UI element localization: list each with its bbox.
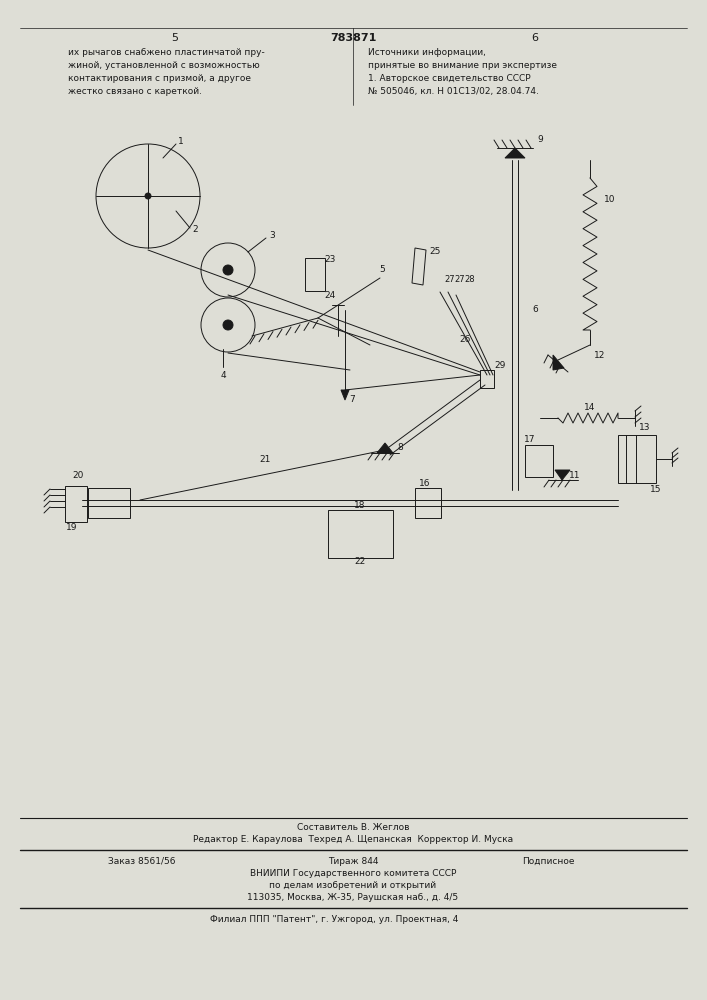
Text: 24: 24 bbox=[325, 292, 336, 300]
Text: 5: 5 bbox=[172, 33, 178, 43]
Text: 22: 22 bbox=[354, 558, 366, 566]
Bar bbox=[480, 370, 494, 388]
Text: Составитель В. Жеглов: Составитель В. Жеглов bbox=[297, 824, 409, 832]
Circle shape bbox=[145, 193, 151, 199]
Bar bbox=[415, 488, 441, 518]
Text: жестко связано с кареткой.: жестко связано с кареткой. bbox=[68, 87, 202, 96]
Bar bbox=[305, 258, 325, 291]
Text: 6: 6 bbox=[532, 306, 538, 314]
Polygon shape bbox=[555, 470, 570, 480]
Circle shape bbox=[223, 265, 233, 275]
Text: контактирования с призмой, а другое: контактирования с призмой, а другое bbox=[68, 74, 251, 83]
Text: принятые во внимание при экспертизе: принятые во внимание при экспертизе bbox=[368, 61, 557, 70]
Text: Подписное: Подписное bbox=[522, 856, 575, 865]
Polygon shape bbox=[553, 355, 564, 370]
Text: 17: 17 bbox=[525, 436, 536, 444]
Text: 14: 14 bbox=[584, 402, 596, 412]
Bar bbox=[525, 445, 553, 477]
Text: 21: 21 bbox=[259, 456, 271, 464]
Bar bbox=[88, 488, 130, 518]
Text: 29: 29 bbox=[494, 360, 506, 369]
Bar bbox=[618, 435, 656, 483]
Text: 28: 28 bbox=[464, 275, 475, 284]
Text: Тираж 844: Тираж 844 bbox=[328, 856, 378, 865]
Text: 16: 16 bbox=[419, 480, 431, 488]
Bar bbox=[65, 486, 87, 522]
Text: Источники информации,: Источники информации, bbox=[368, 48, 486, 57]
Text: 20: 20 bbox=[72, 472, 83, 481]
Text: 27: 27 bbox=[455, 275, 465, 284]
Text: 26: 26 bbox=[460, 336, 471, 344]
Text: 1: 1 bbox=[178, 136, 184, 145]
Text: жиной, установленной с возможностью: жиной, установленной с возможностью bbox=[68, 61, 259, 70]
Text: Редактор Е. Караулова  Техред А. Щепанская  Корректор И. Муска: Редактор Е. Караулова Техред А. Щепанска… bbox=[193, 836, 513, 844]
Text: 10: 10 bbox=[604, 196, 616, 205]
Text: 3: 3 bbox=[269, 231, 275, 239]
Text: 7: 7 bbox=[349, 395, 355, 404]
Text: 12: 12 bbox=[595, 351, 606, 360]
Text: ВНИИПИ Государственного комитета СССР: ВНИИПИ Государственного комитета СССР bbox=[250, 868, 456, 878]
Text: их рычагов снабжено пластинчатой пру-: их рычагов снабжено пластинчатой пру- bbox=[68, 48, 264, 57]
Polygon shape bbox=[377, 443, 393, 453]
Text: 23: 23 bbox=[325, 255, 336, 264]
Polygon shape bbox=[341, 390, 349, 400]
Text: 15: 15 bbox=[650, 486, 662, 494]
Text: № 505046, кл. Н 01С13/02, 28.04.74.: № 505046, кл. Н 01С13/02, 28.04.74. bbox=[368, 87, 539, 96]
Text: 11: 11 bbox=[569, 471, 580, 480]
Text: 4: 4 bbox=[220, 370, 226, 379]
Text: 9: 9 bbox=[537, 135, 543, 144]
Text: 25: 25 bbox=[429, 247, 440, 256]
Text: 8: 8 bbox=[397, 444, 403, 452]
Text: Филиал ППП "Патент", г. Ужгород, ул. Проектная, 4: Филиал ППП "Патент", г. Ужгород, ул. Про… bbox=[210, 916, 458, 924]
Text: 27: 27 bbox=[445, 275, 455, 284]
Text: 18: 18 bbox=[354, 500, 366, 510]
Text: 5: 5 bbox=[379, 265, 385, 274]
Text: 13: 13 bbox=[639, 424, 650, 432]
Text: 113035, Москва, Ж-35, Раушская наб., д. 4/5: 113035, Москва, Ж-35, Раушская наб., д. … bbox=[247, 892, 459, 902]
Text: по делам изобретений и открытий: по делам изобретений и открытий bbox=[269, 880, 436, 890]
Text: 2: 2 bbox=[192, 226, 198, 234]
Text: Заказ 8561/56: Заказ 8561/56 bbox=[108, 856, 175, 865]
Bar bbox=[328, 510, 393, 558]
Polygon shape bbox=[505, 148, 525, 158]
Text: 783871: 783871 bbox=[329, 33, 376, 43]
Text: 1. Авторское свидетельство СССР: 1. Авторское свидетельство СССР bbox=[368, 74, 531, 83]
Text: 19: 19 bbox=[66, 522, 78, 532]
Text: 6: 6 bbox=[532, 33, 539, 43]
Circle shape bbox=[223, 320, 233, 330]
